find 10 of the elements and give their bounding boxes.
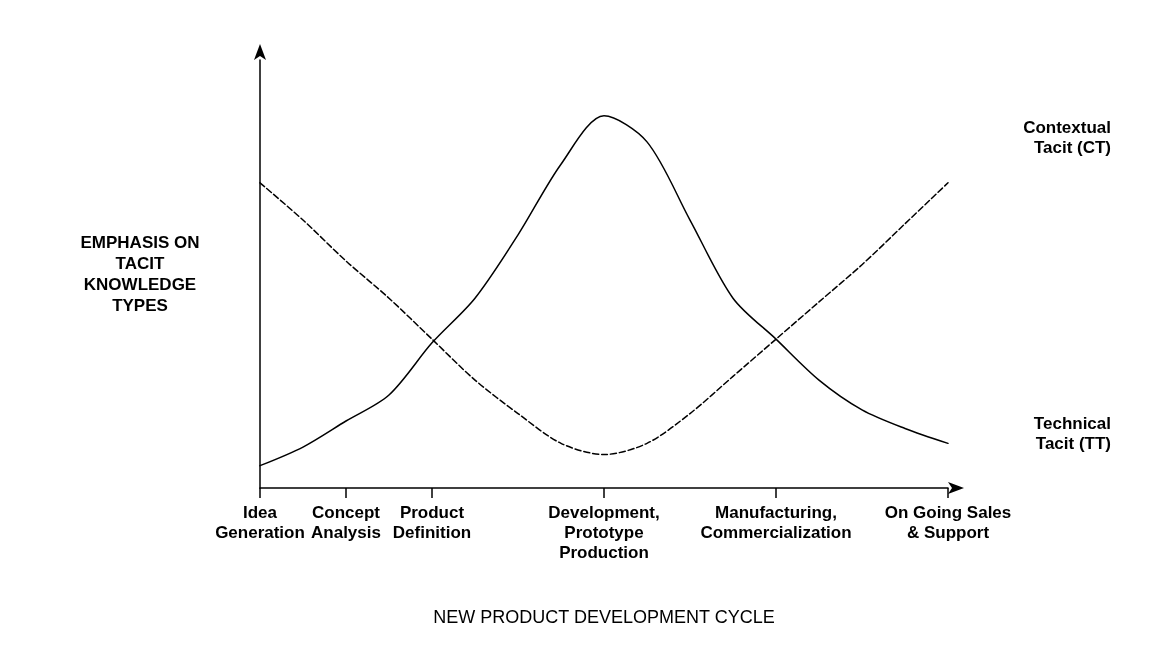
x-tick-label: Concept Analysis [311,502,381,542]
x-axis-title: NEW PRODUCT DEVELOPMENT CYCLE [433,607,775,627]
text: Technical Tacit (TT) [1033,413,1111,453]
y-axis-title: EMPHASIS ON TACIT KNOWLEDGE TYPES [80,233,200,315]
text: Contextual Tacit (CT) [1023,118,1111,158]
x-tick-label: Idea Generation [215,502,305,542]
x-tick-label: Development, Prototype Production [548,502,660,562]
x-tick-label: Manufacturing, Commercialization [700,502,852,542]
x-tick-label: Product Definition [392,502,472,542]
x-tick-label: On Going Sales & Support [884,502,1012,542]
